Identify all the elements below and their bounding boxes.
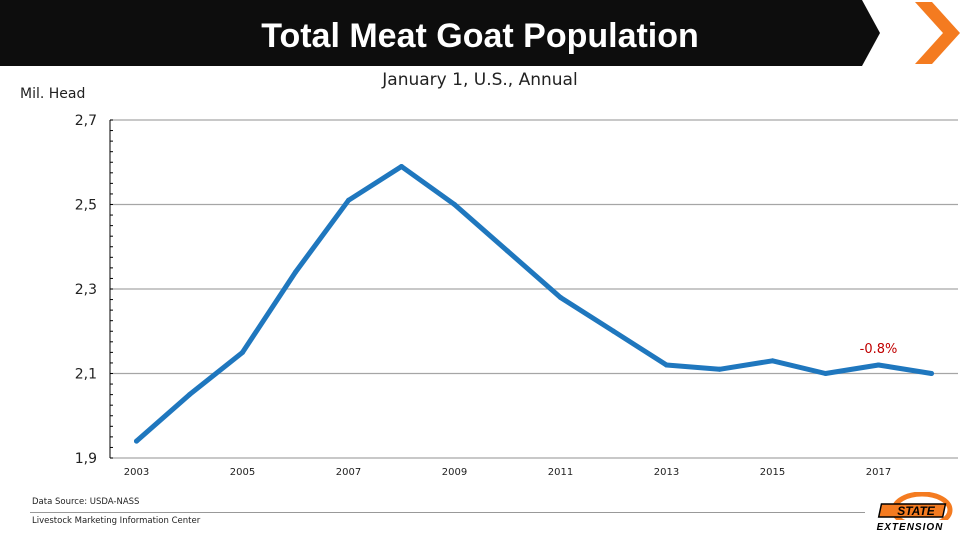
data-point <box>611 328 616 334</box>
data-point <box>929 371 934 376</box>
x-tick-label: 2005 <box>230 467 255 478</box>
x-tick-label: 2017 <box>866 467 891 478</box>
source-organization: Livestock Marketing Information Center <box>32 516 201 526</box>
change-annotation: -0.8% <box>860 342 898 357</box>
x-tick-label: 2013 <box>654 467 679 478</box>
data-point <box>240 349 245 355</box>
y-tick-label: 1,9 <box>75 451 97 467</box>
chart-subtitle: January 1, U.S., Annual <box>382 70 578 90</box>
data-point <box>664 362 669 368</box>
y-tick-label: 2,1 <box>75 367 97 383</box>
series-line <box>134 164 934 444</box>
data-point <box>452 202 457 207</box>
y-tick-label: 2,3 <box>75 282 97 298</box>
x-tick-label: 2007 <box>336 467 361 478</box>
data-point <box>558 294 563 300</box>
data-point <box>346 197 351 203</box>
y-tick-label: 2,5 <box>75 198 97 214</box>
x-tick-label: 2003 <box>124 467 149 478</box>
svg-text:EXTENSION: EXTENSION <box>877 522 944 533</box>
chevron-right-icon <box>915 2 960 64</box>
x-tick-label: 2015 <box>760 467 785 478</box>
title-bar <box>0 0 880 66</box>
data-point <box>399 163 404 169</box>
data-point <box>293 269 298 275</box>
data-point <box>187 392 192 398</box>
title-bar-shape <box>0 0 880 66</box>
footer-divider <box>30 512 865 513</box>
y-axis-label: Mil. Head <box>20 86 86 102</box>
data-point <box>134 438 139 444</box>
x-tick-label: 2011 <box>548 467 573 478</box>
data-point <box>717 366 722 372</box>
x-tick-label: 2009 <box>442 467 467 478</box>
data-point <box>770 358 775 364</box>
extension-logo: STATE EXTENSION <box>868 492 953 533</box>
svg-text:STATE: STATE <box>897 504 936 518</box>
data-source: Data Source: USDA-NASS <box>32 497 140 507</box>
data-point <box>823 371 828 376</box>
page-title: Total Meat Goat Population <box>261 17 699 55</box>
data-point <box>505 248 510 254</box>
y-tick-label: 2,7 <box>75 113 97 129</box>
data-point <box>876 362 881 368</box>
